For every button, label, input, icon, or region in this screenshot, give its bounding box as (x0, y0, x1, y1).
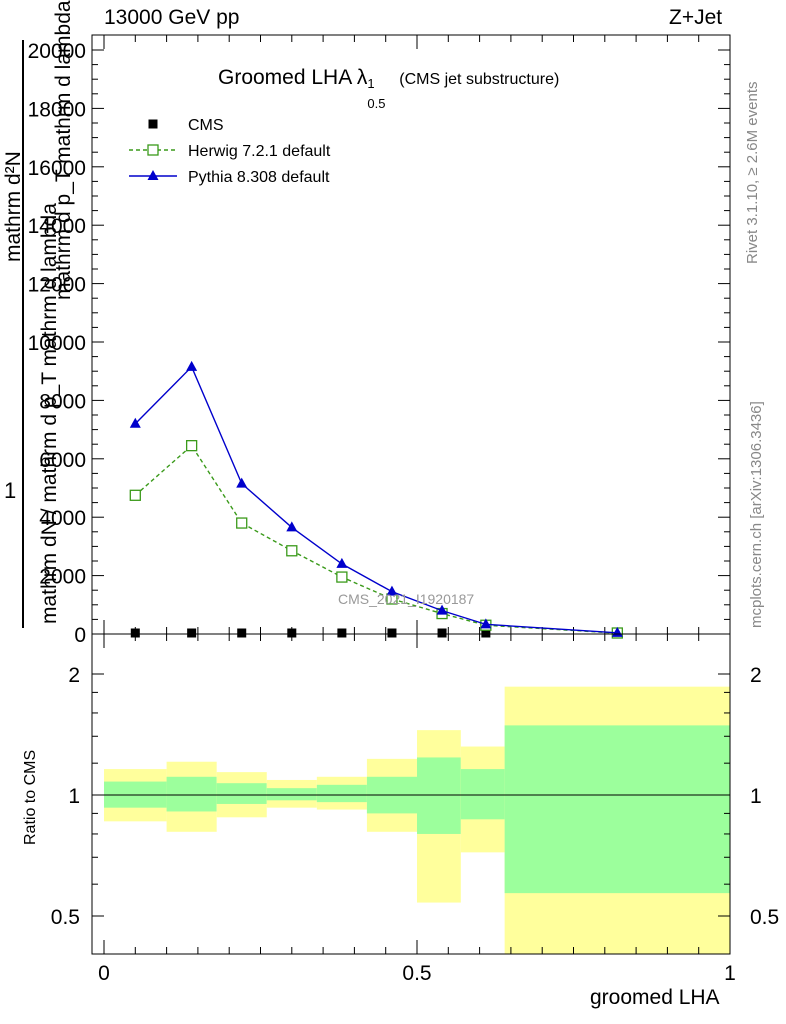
pythia-point-7 (480, 618, 492, 629)
ratio-y-tick-label-left: 0.5 (51, 906, 80, 929)
herwig-point-4 (336, 571, 348, 583)
main-y-tick-label: 2000 (39, 566, 86, 589)
energy-label: 13000 GeV pp (104, 6, 240, 29)
pythia-point-2 (236, 477, 248, 488)
pythia-point-3 (286, 521, 298, 532)
ratio-y-tick-label-left: 1 (68, 785, 80, 808)
main-y-tick-label: 20000 (28, 40, 86, 63)
ratio-stat-band-3 (266, 788, 317, 801)
ratio-y-tick-label-right: 1 (750, 785, 762, 808)
herwig-point-3 (286, 545, 298, 557)
y-axis-label-numerator: 1 (4, 478, 17, 503)
herwig-point-0 (129, 489, 141, 501)
y-axis-label-overlay-1: mathrm d²N (2, 151, 25, 262)
title-sup: 1 (367, 76, 375, 91)
ratio-y-tick-label-right: 2 (750, 664, 762, 687)
ratio-y-tick-label-left: 2 (68, 664, 80, 687)
analysis-watermark: CMS_2021_I1920187 (338, 591, 475, 607)
rivet-label: Rivet 3.1.10, ≥ 2.6M events (744, 81, 761, 265)
legend: CMS Herwig 7.2.1 default Pythia 8.308 defa… (129, 117, 331, 186)
main-y-tick-label: 10000 (28, 332, 86, 355)
x-axis-label: groomed LHA (590, 986, 720, 1009)
ratio-stat-band-7 (460, 769, 505, 820)
y-axis-label-overlay-2: mathrm d p_T mathrm d lambda (52, 0, 75, 300)
cms-data-point-4 (337, 628, 347, 638)
main-y-ticks: 0 2000 4000 6000 8000 10000 12000 14000 16000 180… (28, 35, 731, 647)
ratio-stat-band-2 (216, 783, 267, 804)
cms-data-point-6 (437, 628, 447, 638)
title-symbol: λ (356, 66, 368, 89)
ratio-stat-band-1 (166, 776, 217, 812)
cms-data-point-7 (481, 628, 491, 638)
herwig-point-2 (236, 517, 248, 529)
title-sub: 0.5 (367, 96, 386, 111)
main-y-tick-label: 0 (74, 624, 86, 647)
x-tick-label: 1 (724, 962, 736, 985)
process-label: Z+Jet (669, 6, 723, 29)
main-y-tick-label: 14000 (28, 215, 86, 238)
title-suffix: (CMS jet substructure) (399, 71, 560, 88)
pythia-point-6 (436, 604, 448, 615)
herwig-point-1 (185, 440, 198, 452)
main-y-tick-label: 8000 (39, 390, 86, 413)
ratio-stat-band-4 (316, 784, 367, 803)
main-y-tick-label: 4000 (39, 507, 86, 530)
main-y-tick-label: 16000 (28, 157, 86, 180)
x-tick-label: 0.5 (402, 962, 431, 985)
main-y-tick-label: 18000 (28, 98, 86, 121)
herwig-point-legend-1 (147, 144, 159, 156)
cms-data-point-0 (130, 628, 140, 638)
series-layer (129, 360, 623, 639)
main-y-tick-label: 12000 (28, 274, 86, 297)
ratio-stat-band-6 (417, 757, 461, 834)
ratio-bands (92, 686, 730, 954)
legend-label-1: Herwig 7.2.1 default (188, 143, 331, 160)
pythia-point-5 (386, 585, 398, 596)
ratio-y-tick-label-right: 0.5 (750, 906, 779, 929)
cms-data-point-3 (287, 628, 297, 638)
ratio-frame (91, 633, 731, 955)
cms-data-point-5 (387, 628, 397, 638)
ratio-stat-band-8 (504, 725, 730, 894)
pythia-point-1 (186, 360, 198, 371)
y-axis-label-fraction-bar (22, 40, 24, 628)
mcplots-label: mcplots.cern.ch [arXiv:1306.3436] (748, 401, 765, 628)
pythia-point-legend-2 (147, 170, 159, 180)
cms-data-point-1 (187, 628, 197, 638)
cms-data-point-2 (237, 628, 247, 638)
pythia-point-4 (336, 557, 348, 568)
cms-data-point-legend-0 (148, 119, 158, 129)
x-tick-label: 0 (98, 962, 110, 985)
main-y-tick-label: 6000 (39, 449, 86, 472)
pythia-point-0 (129, 417, 141, 428)
legend-label-0: CMS (188, 117, 224, 134)
ratio-y-axis-label: Ratio to CMS (22, 749, 39, 845)
title-main: Groomed LHA (218, 66, 352, 89)
legend-label-2: Pythia 8.308 default (188, 169, 330, 186)
ratio-ticks: 0.5 0.5 1 1 2 2 0 0.5 1 (51, 634, 779, 985)
chart-title: Groomed LHA λ 1 0.5 (CMS jet substructure) (218, 66, 560, 111)
